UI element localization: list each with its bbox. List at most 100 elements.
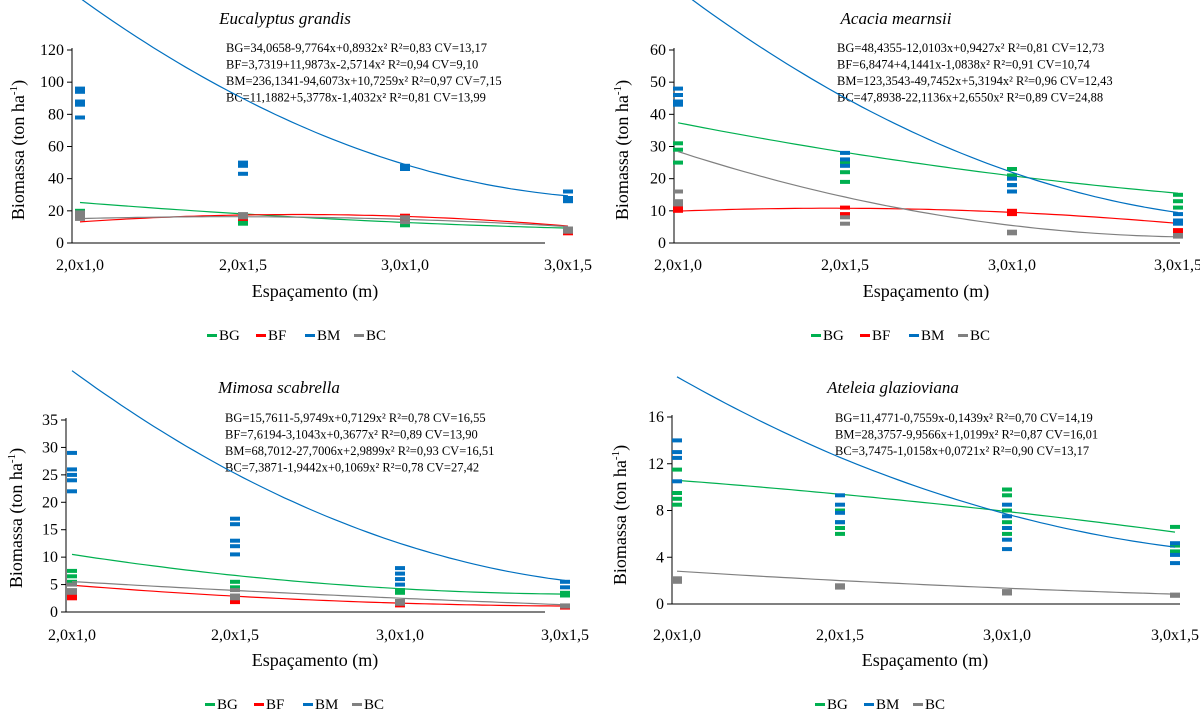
regression-equation: BF=6,8474+4,1441x-1,0838x² R²=0,91 CV=10… — [837, 58, 1090, 72]
legend-label-bf: BF — [872, 328, 890, 344]
data-point-bg — [560, 593, 570, 598]
data-point-bm — [672, 479, 682, 484]
trendline-bc — [676, 570, 1176, 595]
data-point-bm — [67, 450, 77, 455]
data-point-bg — [1170, 524, 1180, 529]
y-tick-label: 4 — [656, 549, 664, 566]
x-tick-label: 3,0x1,0 — [988, 257, 1036, 274]
data-point-bf — [673, 208, 683, 213]
data-point-bm — [840, 157, 850, 162]
data-point-bg — [835, 526, 845, 530]
legend-swatch-bm — [303, 703, 313, 706]
data-point-bm — [400, 167, 410, 171]
legend-label-bg: BG — [219, 328, 240, 344]
data-point-bm — [560, 579, 570, 584]
trendline-bm — [81, 0, 569, 197]
regression-equation: BG=15,7611-5,9749x+0,7129x² R²=0,78 CV=1… — [225, 411, 486, 425]
y-axis-label: Biomassa (ton ha-1) — [6, 448, 27, 588]
data-point-bc — [673, 199, 683, 204]
x-tick-label: 2,0x1,5 — [821, 257, 869, 274]
data-point-bm — [840, 163, 850, 168]
trendline-bc — [79, 216, 569, 228]
y-tick-label: 5 — [50, 577, 58, 594]
y-tick-label: 0 — [50, 604, 58, 621]
data-point-bm — [67, 467, 77, 472]
legend-swatch-bm — [305, 334, 315, 337]
y-tick-label: 120 — [40, 42, 64, 59]
x-axis-label: Espaçamento (m) — [862, 650, 988, 671]
y-tick-label: 50 — [650, 74, 666, 91]
y-tick-label: 40 — [650, 106, 666, 123]
data-point-bc — [400, 215, 410, 220]
data-point-bm — [230, 552, 240, 557]
data-point-bc — [560, 604, 570, 609]
y-axis-label: Biomassa (ton ha-1) — [8, 80, 29, 220]
data-point-bc — [230, 593, 240, 598]
legend-label-bm: BM — [315, 697, 338, 713]
data-point-bc — [1170, 593, 1180, 598]
data-point-bm — [395, 577, 405, 582]
x-axis-label: Espaçamento (m) — [863, 281, 989, 302]
data-point-bm — [1170, 552, 1180, 557]
y-tick-label: 30 — [650, 139, 666, 156]
data-point-bg — [1170, 549, 1180, 554]
data-point-bc — [673, 202, 683, 207]
data-point-bg — [1173, 199, 1183, 204]
data-point-bm — [840, 150, 850, 155]
data-point-bg — [1002, 508, 1012, 513]
data-point-bc — [67, 590, 77, 595]
data-point-bg — [835, 531, 845, 536]
x-tick-label: 2,0x1,5 — [816, 627, 864, 644]
data-point-bg — [673, 141, 683, 146]
y-tick-label: 0 — [656, 596, 664, 613]
data-point-bg — [1007, 167, 1017, 171]
regression-equation: BF=3,7319+11,9873x-2,5714x² R²=0,94 CV=9… — [226, 58, 478, 72]
regression-equation: BG=11,4771-0,7559x-0,1439x² R²=0,70 CV=1… — [835, 411, 1093, 425]
x-tick-label: 2,0x1,0 — [48, 627, 96, 644]
data-point-bg — [67, 574, 77, 579]
data-point-bm — [230, 538, 240, 543]
data-point-bm — [1002, 537, 1012, 542]
data-point-bc — [400, 220, 410, 225]
data-point-bm — [75, 99, 85, 104]
data-point-bg — [1002, 493, 1012, 498]
data-point-bm — [75, 89, 85, 94]
regression-equation: BM=236,1341-94,6073x+10,7259x² R²=0,97 C… — [226, 74, 502, 88]
data-point-bc — [672, 576, 682, 581]
data-point-bf — [1007, 212, 1017, 217]
data-point-bg — [840, 160, 850, 165]
data-point-bg — [67, 568, 77, 573]
data-point-bm — [238, 171, 248, 176]
data-point-bm — [673, 99, 683, 104]
data-point-bc — [395, 601, 405, 606]
trendline-bm — [71, 370, 566, 582]
data-point-bm — [67, 489, 77, 494]
data-point-bc — [563, 229, 573, 234]
chart-title: Mimosa scabrella — [217, 378, 340, 397]
data-point-bg — [238, 221, 248, 226]
legend-swatch-bg — [207, 334, 217, 337]
data-point-bg — [1173, 205, 1183, 210]
data-point-bg — [840, 170, 850, 175]
y-tick-label: 10 — [42, 549, 58, 566]
legend-swatch-bc — [913, 703, 923, 706]
y-tick-label: 80 — [48, 106, 64, 123]
data-point-bm — [1002, 526, 1012, 530]
legend-label-bc: BC — [970, 328, 990, 344]
data-point-bm — [1007, 189, 1017, 194]
data-point-bg — [230, 579, 240, 584]
y-axis-label: Biomassa (ton ha-1) — [610, 445, 631, 585]
data-point-bm — [75, 86, 85, 91]
legend-swatch-bc — [958, 334, 968, 337]
data-point-bg — [672, 496, 682, 501]
legend-label-bf: BF — [268, 328, 286, 344]
y-tick-label: 60 — [48, 139, 64, 156]
data-point-bf — [840, 212, 850, 217]
chart-panel-1: Eucalyptus grandis BG=34,0658-9,7764x+0,8… — [8, 0, 592, 344]
data-point-bm — [563, 189, 573, 194]
data-point-bc — [75, 216, 85, 221]
y-tick-label: 20 — [48, 203, 64, 220]
data-point-bc — [1002, 591, 1012, 596]
data-point-bm — [563, 199, 573, 204]
data-point-bc — [840, 221, 850, 226]
